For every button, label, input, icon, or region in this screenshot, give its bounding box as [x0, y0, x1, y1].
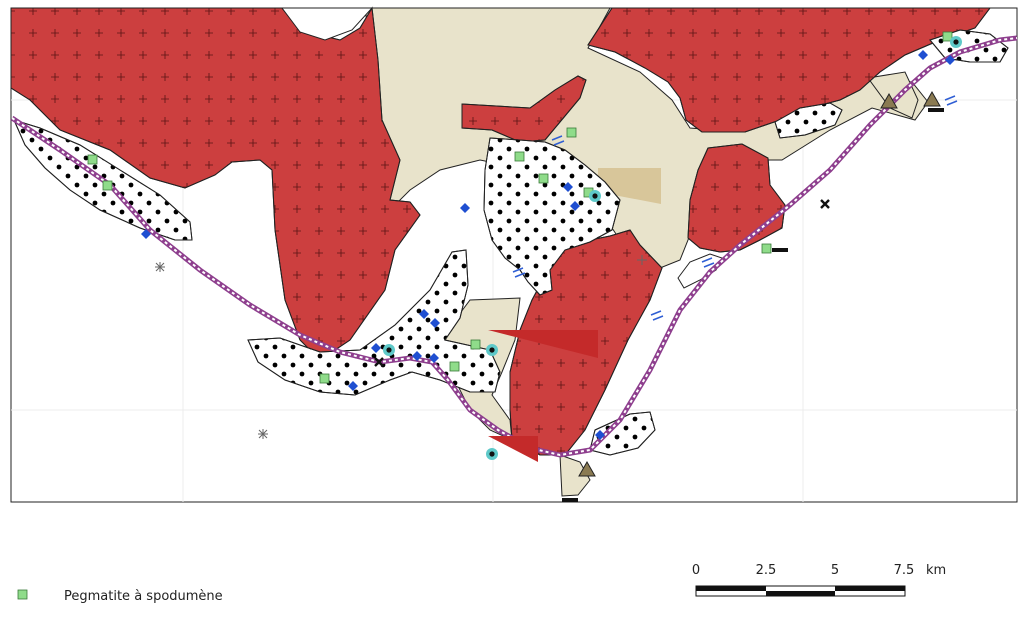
blue-diamond-marker — [918, 50, 928, 60]
scale-unit: km — [926, 563, 946, 578]
red-wedge — [488, 330, 598, 358]
scale-tick-5: 5 — [831, 563, 839, 578]
blue-diamond-marker — [595, 430, 605, 440]
cyan-circle-markers — [383, 36, 962, 460]
green-square-marker — [449, 361, 460, 372]
triangle-marker — [923, 90, 941, 107]
scale-bar: 0 2.5 5 7.5 km — [692, 563, 946, 597]
blue-diamond-marker — [348, 381, 358, 391]
green-square-marker — [87, 154, 98, 165]
blue-diamond-marker — [563, 182, 573, 192]
green-square-marker — [942, 31, 953, 42]
route-line-inner — [11, 37, 1018, 457]
cyan-circle-marker — [486, 448, 498, 460]
blue-diamond-marker — [430, 318, 440, 328]
blue-diamond-marker — [419, 309, 429, 319]
blue-diamond-marker — [460, 203, 470, 213]
legend-label-spodumene: Pegmatite à spodumène — [64, 589, 223, 604]
scale-tick-2-5: 2.5 — [756, 563, 777, 578]
triangle-marker — [578, 460, 596, 477]
green-square-marker — [538, 173, 549, 184]
green-square-markers — [87, 31, 953, 384]
blue-diamond-marker — [945, 55, 955, 65]
blue-diamond-marker — [570, 201, 580, 211]
triangle-markers — [578, 90, 941, 477]
green-square-marker — [761, 243, 772, 254]
red-wedge — [488, 436, 538, 462]
triangle-marker — [880, 92, 898, 109]
legend: Pegmatite à spodumène — [17, 589, 223, 604]
green-square-marker — [470, 339, 481, 350]
cyan-circle-marker — [950, 36, 962, 48]
sediment-unit-tip — [559, 454, 591, 497]
inlet — [281, 7, 374, 41]
blue-diamond-marker — [141, 229, 151, 239]
green-square-marker — [514, 151, 525, 162]
blue-diamond-marker — [371, 343, 381, 353]
scale-tick-0: 0 — [692, 563, 700, 578]
cross-markers — [374, 199, 830, 367]
asterisk-markers — [155, 255, 647, 439]
green-square-marker — [566, 127, 577, 138]
cross-marker — [820, 199, 830, 209]
green-square-marker — [102, 180, 113, 191]
cyan-circle-marker — [589, 190, 601, 202]
blue-diamond-marker — [412, 351, 422, 361]
cyan-circle-marker — [383, 344, 395, 356]
scale-tick-7-5: 7.5 — [894, 563, 915, 578]
strike-markers — [512, 95, 958, 321]
cross-marker — [374, 357, 384, 367]
blue-diamond-marker — [429, 353, 439, 363]
green-square-marker — [319, 373, 330, 384]
dash-markers — [562, 108, 944, 502]
cyan-circle-marker — [486, 344, 498, 356]
legend-swatch-spodumene — [17, 589, 28, 600]
blue-diamond-markers — [141, 50, 955, 440]
